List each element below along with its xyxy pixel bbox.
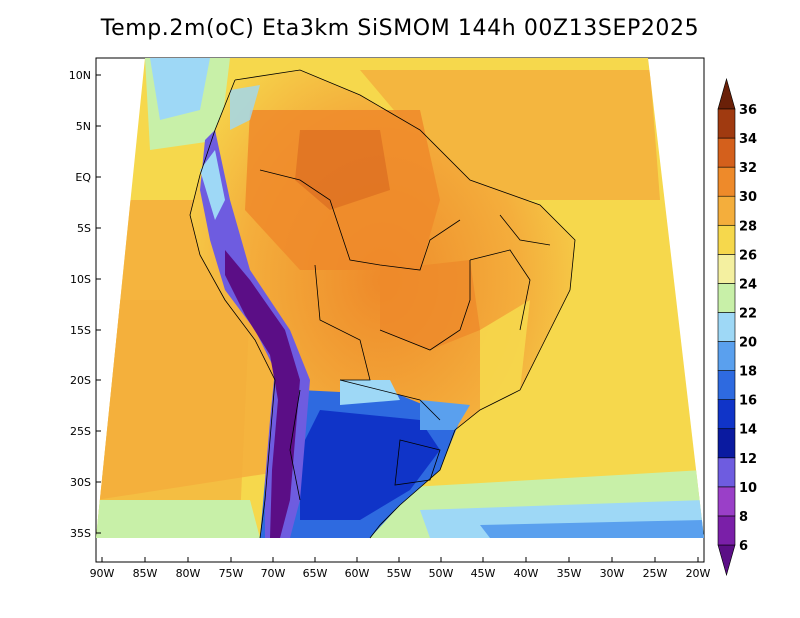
colorbar-swatch (717, 428, 736, 459)
colorbar-swatch (717, 283, 736, 313)
lat-tick-label: 15S (70, 324, 91, 337)
colorbar-swatch (717, 515, 736, 546)
map-title: Temp.2m(oC) Eta3km SiSMOM 144h 00Z13SEP2… (100, 16, 700, 41)
colorbar-swatch (717, 370, 736, 400)
border-northeast (499, 214, 551, 246)
southern-cone-colder (300, 410, 440, 520)
colorbar-label: 14 (739, 423, 757, 438)
colorbar-label: 20 (739, 336, 757, 351)
lat-tick-label: 5S (77, 222, 91, 235)
colorbar-swatch (717, 108, 736, 139)
south-brazil-cool (420, 400, 470, 430)
lat-tick-label: 25S (70, 425, 91, 438)
lon-tick-label: 60W (345, 567, 370, 580)
lon-tick-label: 45W (471, 567, 496, 580)
lon-tick-label: 65W (303, 567, 328, 580)
coastline-east (234, 69, 576, 539)
colorbar-label: 10 (739, 481, 757, 496)
amazon-hotter (295, 130, 390, 210)
colorbar-swatch (717, 224, 736, 255)
colorbar-label: 34 (739, 132, 757, 147)
atlantic-warm-band (360, 70, 660, 200)
lon-tick-label: 90W (90, 567, 115, 580)
colorbar-label: 30 (739, 190, 757, 205)
lon-tick-label: 40W (514, 567, 539, 580)
border-chile-argentina (289, 389, 301, 501)
lon-tick-label: 80W (176, 567, 201, 580)
lon-tick-label: 50W (429, 567, 454, 580)
lon-tick-label: 35W (557, 567, 582, 580)
colorbar-swatch (717, 195, 736, 226)
longitude-axis: 90W 85W 80W 75W 70W 65W 60W 55W 50W 45W … (90, 557, 711, 580)
northwest-cooler (150, 58, 210, 120)
central-brazil-hot (380, 260, 480, 350)
colombia-andes-cool (230, 85, 260, 130)
east-coast-mild (480, 300, 530, 410)
lat-tick-label: 30S (70, 476, 91, 489)
colorbar-swatch (717, 166, 736, 197)
colorbar-swatch (717, 254, 736, 284)
border-bahia (469, 249, 531, 331)
colorbar-label: 6 (739, 539, 748, 554)
colorbar-label: 26 (739, 248, 757, 263)
colorbar-min-triangle (717, 544, 736, 577)
lon-tick-label: 25W (643, 567, 668, 580)
border-goias (379, 260, 471, 351)
border-bolivia (314, 264, 371, 381)
colorbar-swatch (717, 312, 736, 342)
chaco-mild (340, 380, 400, 405)
border-uruguay (394, 439, 441, 486)
colorbar-label: 18 (739, 365, 757, 380)
border-paraguay (339, 379, 441, 421)
lon-tick-label: 30W (600, 567, 625, 580)
colorbar-label: 16 (739, 394, 757, 409)
lon-tick-label: 70W (261, 567, 286, 580)
south-atlantic-coldest (480, 520, 704, 538)
latitude-axis: 10N 5N EQ 5S 10S 15S 20S 25S 30S 35S (69, 69, 101, 540)
colorbar-label: 36 (739, 103, 757, 118)
lat-tick-label: 10S (70, 273, 91, 286)
lon-tick-label: 75W (219, 567, 244, 580)
colorbar-swatch (717, 341, 736, 371)
andes-north-cool (200, 150, 225, 220)
colorbar-label: 32 (739, 161, 757, 176)
colorbar-label: 24 (739, 277, 757, 292)
andes-coldest (225, 250, 300, 538)
pacific-warm-band-south (96, 300, 250, 520)
colorbar-label: 12 (739, 452, 757, 467)
lon-tick-label: 85W (133, 567, 158, 580)
lat-tick-label: 10N (69, 69, 91, 82)
country-borders (189, 69, 576, 539)
lat-tick-label: EQ (75, 171, 91, 184)
border-amazon (259, 169, 461, 271)
temperature-field (96, 58, 704, 538)
colorbar-label: 8 (739, 510, 748, 525)
colorbar-label: 28 (739, 219, 757, 234)
lat-tick-label: 35S (70, 527, 91, 540)
lon-tick-label: 55W (387, 567, 412, 580)
colorbar: 6 8 10 12 14 16 18 20 22 24 26 28 30 32 34 36 (717, 77, 757, 577)
colorbar-label: 22 (739, 306, 757, 321)
colorbar-swatch (717, 457, 736, 488)
colorbar-swatch (717, 399, 736, 430)
lat-tick-label: 5N (76, 120, 91, 133)
lat-tick-label: 20S (70, 374, 91, 387)
south-pacific-cool (96, 500, 260, 538)
colorbar-max-triangle (717, 77, 736, 110)
coastline-west (189, 79, 276, 539)
colorbar-swatch (717, 486, 736, 517)
lon-tick-label: 20W (686, 567, 711, 580)
colorbar-swatch (717, 137, 736, 168)
